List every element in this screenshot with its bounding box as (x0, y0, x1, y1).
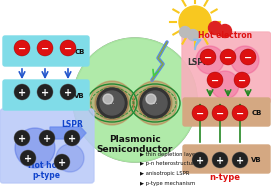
Circle shape (140, 88, 170, 118)
Circle shape (231, 46, 259, 74)
FancyArrow shape (50, 124, 86, 142)
Circle shape (143, 91, 167, 115)
FancyBboxPatch shape (0, 109, 94, 183)
Circle shape (14, 84, 30, 100)
Text: ▶ anisotropic LSPR: ▶ anisotropic LSPR (140, 171, 189, 176)
Circle shape (103, 94, 113, 104)
Text: −: − (196, 108, 204, 119)
Circle shape (220, 49, 236, 65)
FancyBboxPatch shape (183, 145, 270, 173)
Text: −: − (41, 43, 49, 53)
Circle shape (100, 91, 124, 115)
Circle shape (207, 72, 223, 88)
Text: LSPR: LSPR (61, 120, 83, 129)
Text: −: − (18, 43, 26, 53)
Text: ▶ p-n heterostructure: ▶ p-n heterostructure (140, 161, 197, 167)
Circle shape (54, 154, 70, 170)
Circle shape (218, 25, 231, 37)
Text: CB: CB (252, 110, 262, 116)
Circle shape (14, 130, 30, 146)
Text: LSPR: LSPR (187, 58, 209, 67)
Circle shape (56, 144, 84, 172)
Text: +: + (64, 88, 72, 98)
Circle shape (211, 71, 239, 99)
Text: −: − (204, 53, 212, 63)
Text: −: − (224, 53, 232, 63)
Text: +: + (216, 156, 224, 166)
Text: +: + (43, 133, 51, 143)
FancyBboxPatch shape (182, 32, 271, 103)
Text: +: + (18, 88, 26, 98)
Circle shape (192, 105, 208, 121)
Text: −: − (64, 43, 72, 53)
Text: −: − (211, 75, 219, 85)
Circle shape (212, 152, 228, 168)
Circle shape (60, 84, 76, 100)
Circle shape (60, 40, 76, 56)
Circle shape (64, 130, 80, 146)
Circle shape (97, 88, 127, 118)
Circle shape (234, 72, 250, 88)
Circle shape (39, 130, 55, 146)
Text: ▶ thin depletion layer: ▶ thin depletion layer (140, 152, 198, 157)
Text: n-type: n-type (209, 174, 240, 183)
Text: −: − (216, 108, 224, 119)
Circle shape (232, 152, 248, 168)
Circle shape (200, 49, 216, 65)
Circle shape (240, 49, 256, 65)
Circle shape (37, 84, 53, 100)
Text: −: − (236, 108, 244, 119)
Text: Hot electron: Hot electron (198, 31, 252, 40)
Text: +: + (68, 133, 76, 143)
Text: +: + (24, 153, 32, 163)
Text: VB: VB (74, 93, 85, 99)
Circle shape (192, 152, 208, 168)
Text: −: − (244, 53, 252, 63)
Circle shape (232, 105, 248, 121)
Circle shape (196, 46, 224, 74)
Text: +: + (58, 157, 66, 167)
Text: −: − (238, 75, 246, 85)
Circle shape (95, 86, 129, 120)
Circle shape (37, 40, 53, 56)
Circle shape (212, 105, 228, 121)
Circle shape (133, 81, 177, 125)
FancyBboxPatch shape (3, 36, 89, 66)
Circle shape (73, 38, 197, 162)
Text: Hot hole
p-type: Hot hole p-type (28, 161, 64, 180)
Text: ···: ··· (152, 101, 158, 106)
Circle shape (20, 150, 36, 166)
Text: ···: ··· (109, 101, 115, 106)
Circle shape (14, 40, 30, 56)
Text: ▶ p-type mechanism: ▶ p-type mechanism (140, 180, 195, 185)
Text: CB: CB (75, 49, 85, 55)
Circle shape (179, 6, 211, 38)
Circle shape (138, 86, 172, 120)
Circle shape (188, 29, 198, 40)
Text: +: + (41, 88, 49, 98)
Circle shape (146, 94, 156, 104)
Circle shape (179, 26, 191, 37)
Text: +: + (18, 133, 26, 143)
Text: +: + (196, 156, 204, 166)
Circle shape (90, 81, 134, 125)
FancyBboxPatch shape (3, 80, 89, 110)
Text: +: + (236, 156, 244, 166)
Circle shape (208, 22, 221, 35)
FancyBboxPatch shape (183, 98, 270, 126)
Text: Plasmonic
Semiconductor: Plasmonic Semiconductor (97, 135, 173, 154)
Text: VB: VB (251, 157, 262, 163)
Circle shape (15, 128, 55, 168)
